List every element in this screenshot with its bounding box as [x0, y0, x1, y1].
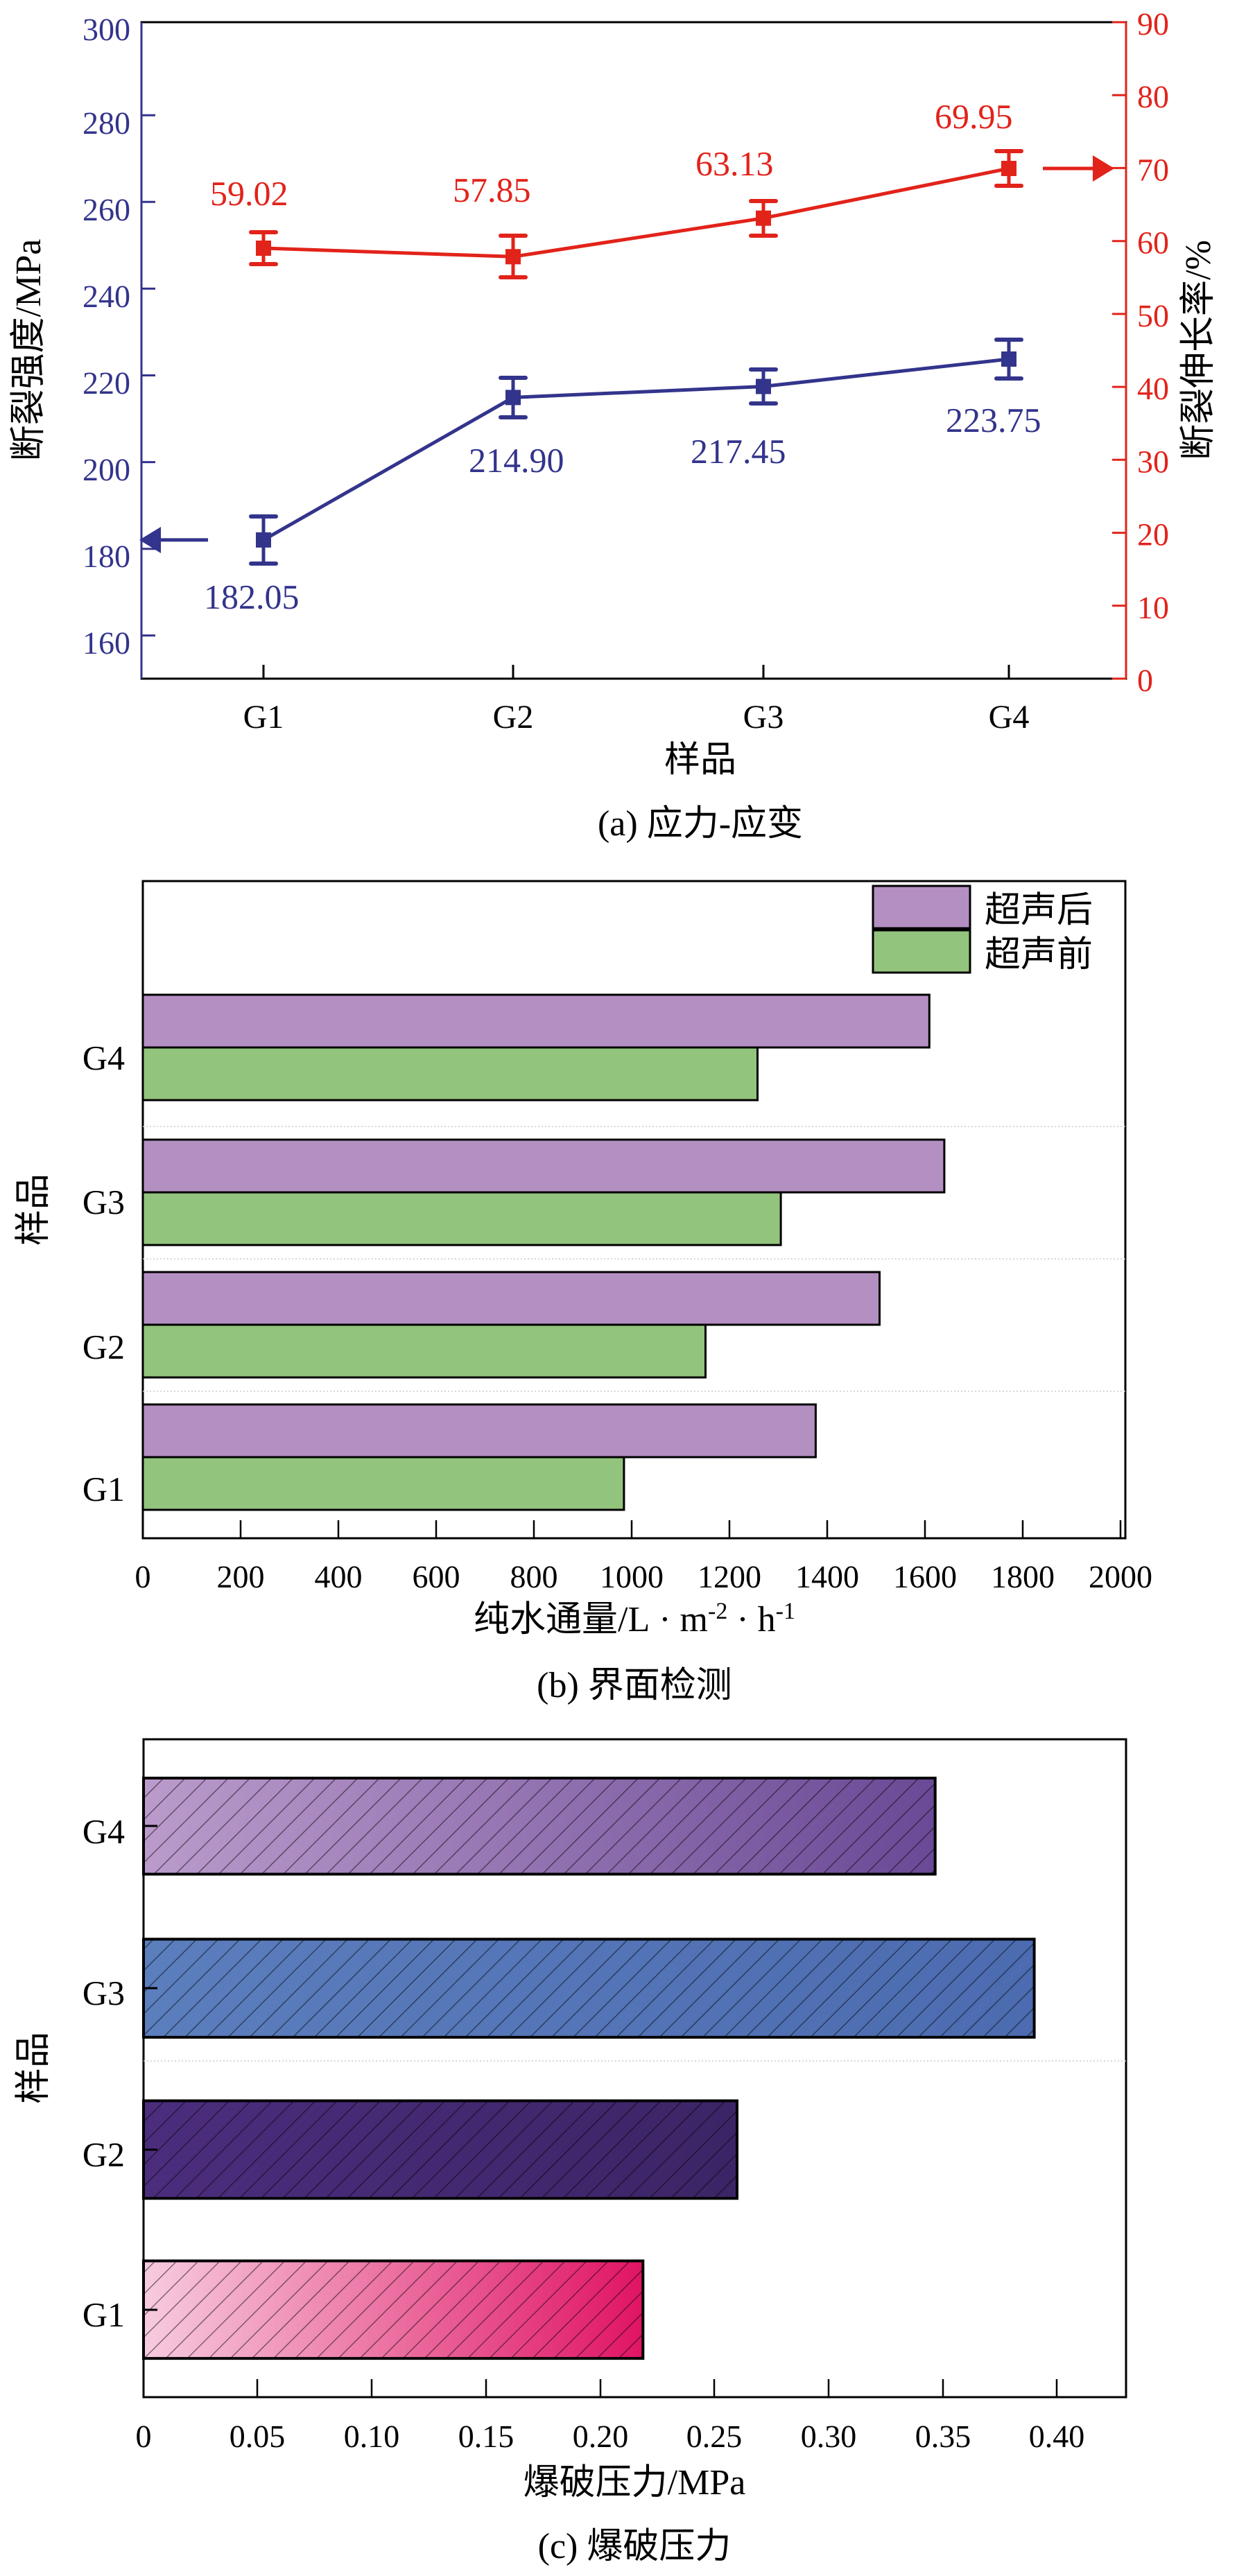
svg-text:0.25: 0.25 — [686, 2419, 743, 2454]
svg-text:1200: 1200 — [698, 1559, 761, 1594]
svg-text:爆破压力/MPa: 爆破压力/MPa — [524, 2463, 746, 2503]
svg-text:160: 160 — [83, 625, 130, 661]
svg-text:182.05: 182.05 — [204, 577, 300, 616]
svg-text:240: 240 — [83, 279, 130, 314]
svg-text:40: 40 — [1137, 371, 1169, 406]
svg-text:0.20: 0.20 — [573, 2419, 629, 2454]
svg-text:57.85: 57.85 — [453, 171, 531, 209]
svg-text:样品: 样品 — [664, 740, 736, 780]
svg-text:280: 280 — [83, 105, 130, 141]
svg-text:0: 0 — [135, 1559, 151, 1594]
svg-text:超声前: 超声前 — [985, 935, 1093, 975]
svg-text:0.30: 0.30 — [801, 2419, 857, 2454]
svg-text:G2: G2 — [83, 1328, 125, 1366]
svg-text:G1: G1 — [243, 699, 284, 736]
svg-text:60: 60 — [1137, 225, 1169, 261]
svg-text:260: 260 — [83, 192, 130, 227]
svg-text:70: 70 — [1137, 152, 1169, 187]
svg-text:G3: G3 — [83, 1183, 125, 1221]
svg-text:0.05: 0.05 — [230, 2419, 286, 2454]
svg-text:G3: G3 — [83, 1974, 125, 2012]
svg-text:G1: G1 — [83, 2295, 125, 2334]
svg-text:800: 800 — [510, 1559, 558, 1594]
svg-text:223.75: 223.75 — [946, 401, 1041, 440]
svg-text:G4: G4 — [83, 1812, 125, 1851]
svg-text:0.15: 0.15 — [458, 2419, 514, 2454]
svg-text:G4: G4 — [83, 1038, 125, 1077]
svg-text:59.02: 59.02 — [210, 174, 288, 213]
svg-text:G2: G2 — [83, 2135, 125, 2174]
svg-text:0.35: 0.35 — [915, 2419, 971, 2454]
svg-text:200: 200 — [217, 1559, 265, 1594]
svg-text:20: 20 — [1137, 517, 1169, 552]
svg-text:G1: G1 — [83, 1470, 125, 1508]
svg-text:样品: 样品 — [14, 2032, 53, 2104]
svg-text:63.13: 63.13 — [695, 144, 774, 183]
svg-text:1600: 1600 — [893, 1559, 957, 1594]
svg-text:220: 220 — [83, 365, 130, 401]
svg-text:(c) 爆破压力: (c) 爆破压力 — [538, 2527, 732, 2566]
svg-text:0.10: 0.10 — [344, 2419, 400, 2454]
svg-text:0: 0 — [136, 2419, 152, 2454]
svg-text:214.90: 214.90 — [469, 441, 564, 480]
svg-text:200: 200 — [83, 452, 130, 487]
svg-text:217.45: 217.45 — [691, 432, 786, 471]
svg-text:80: 80 — [1137, 79, 1169, 114]
svg-text:0.40: 0.40 — [1029, 2419, 1085, 2454]
svg-text:180: 180 — [83, 539, 130, 574]
svg-text:1400: 1400 — [795, 1559, 859, 1594]
svg-text:超声后: 超声后 — [985, 891, 1093, 930]
svg-text:G4: G4 — [989, 699, 1030, 736]
svg-text:30: 30 — [1137, 444, 1169, 479]
svg-text:69.95: 69.95 — [935, 97, 1013, 136]
svg-text:断裂伸长率/%: 断裂伸长率/% — [1179, 240, 1218, 460]
svg-text:90: 90 — [1137, 6, 1169, 42]
svg-text:0: 0 — [1137, 663, 1153, 698]
svg-text:(a) 应力-应变: (a) 应力-应变 — [598, 804, 803, 844]
svg-text:400: 400 — [315, 1559, 363, 1594]
svg-text:样品: 样品 — [14, 1174, 53, 1246]
svg-text:2000: 2000 — [1089, 1559, 1152, 1594]
svg-text:(b) 界面检测: (b) 界面检测 — [537, 1666, 732, 1705]
svg-text:10: 10 — [1137, 590, 1169, 625]
svg-text:G3: G3 — [743, 699, 784, 736]
svg-text:50: 50 — [1137, 298, 1169, 333]
svg-text:300: 300 — [83, 12, 130, 47]
svg-text:1000: 1000 — [600, 1559, 664, 1594]
svg-text:断裂强度/MPa: 断裂强度/MPa — [9, 239, 49, 462]
svg-text:1800: 1800 — [991, 1559, 1055, 1594]
svg-text:G2: G2 — [493, 699, 534, 736]
svg-text:纯水通量/L · m-2 · h-1: 纯水通量/L · m-2 · h-1 — [474, 1599, 795, 1639]
svg-text:600: 600 — [413, 1559, 460, 1594]
